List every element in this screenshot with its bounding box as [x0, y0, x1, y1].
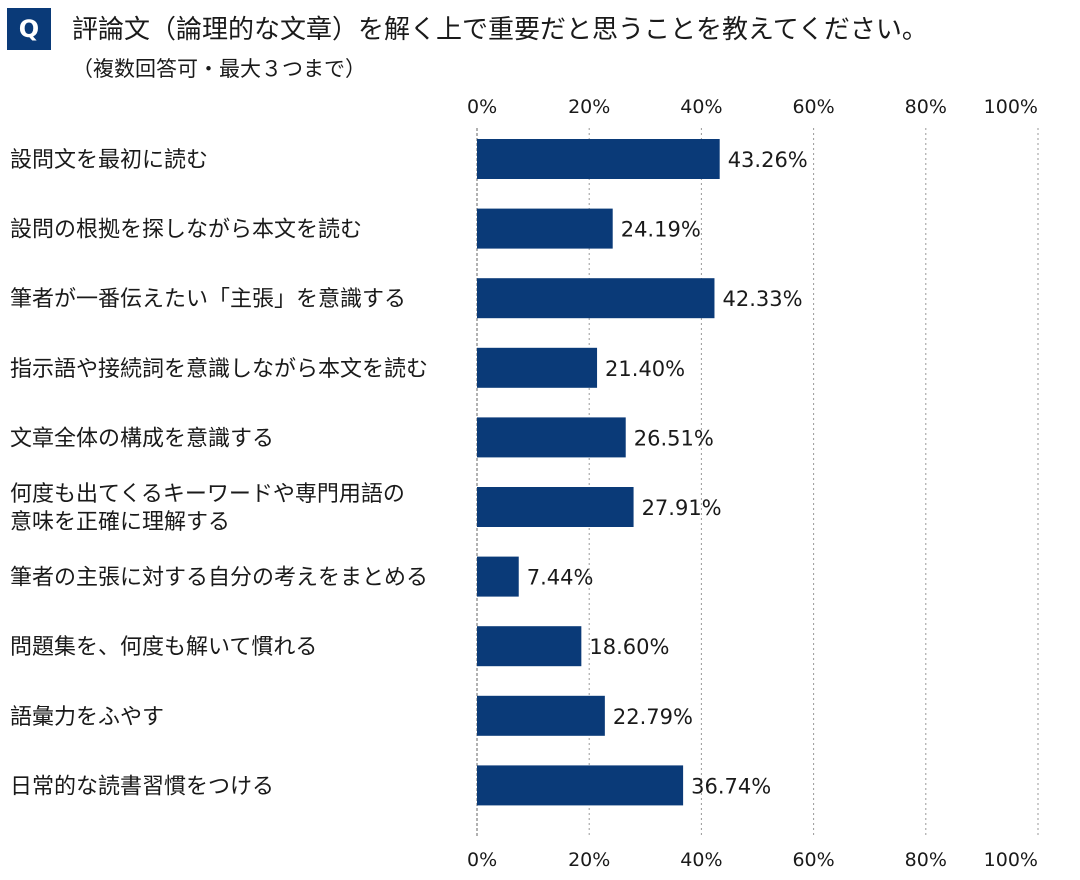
- x-tick-label-bottom: 100%: [984, 849, 1038, 871]
- x-tick-label-top: 80%: [905, 96, 947, 118]
- value-label: 26.51%: [634, 426, 714, 450]
- x-tick-label-bottom: 40%: [680, 849, 722, 871]
- question-subtitle: （複数回答可・最大３つまで）: [72, 57, 366, 81]
- bar: [477, 278, 715, 319]
- bar: [477, 208, 613, 249]
- category-label: 語彙力をふやす: [10, 705, 164, 730]
- category-label: 筆者の主張に対する自分の考えをまとめる: [10, 566, 428, 591]
- value-label: 7.44%: [527, 566, 594, 590]
- bar: [477, 695, 605, 736]
- value-label: 42.33%: [722, 287, 802, 311]
- bar: [477, 765, 684, 806]
- value-label: 36.74%: [691, 774, 771, 798]
- x-tick-label-bottom: 80%: [905, 849, 947, 871]
- x-tick-label-top: 20%: [568, 96, 610, 118]
- bar: [477, 487, 634, 527]
- value-label: 21.40%: [605, 357, 685, 381]
- category-label: 意味を正確に理解する: [10, 510, 230, 535]
- bar: [477, 139, 720, 179]
- x-tick-label-top: 40%: [680, 96, 722, 118]
- x-tick-label-bottom: 0%: [467, 849, 497, 871]
- value-label: 22.79%: [613, 705, 693, 729]
- x-tick-label-bottom: 20%: [568, 849, 610, 871]
- category-label: 何度も出てくるキーワードや専門用語の: [10, 482, 405, 507]
- bar: [477, 347, 598, 388]
- question-title: 評論文（論理的な文章）を解く上で重要だと思うことを教えてください。: [72, 15, 928, 45]
- value-label: 43.26%: [728, 148, 808, 172]
- category-label: 日常的な読書習慣をつける: [10, 774, 274, 799]
- x-tick-label-top: 100%: [984, 96, 1038, 118]
- category-label: 設問の根拠を探しながら本文を読む: [10, 218, 362, 243]
- category-label: 文章全体の構成を意識する: [10, 426, 274, 451]
- category-label: 筆者が一番伝えたい「主張」を意識する: [10, 287, 406, 312]
- category-label: 指示語や接続詞を意識しながら本文を読む: [10, 357, 428, 382]
- value-label: 18.60%: [589, 635, 669, 659]
- bar: [477, 626, 582, 667]
- value-label: 24.19%: [621, 218, 701, 242]
- category-label: 設問文を最初に読む: [10, 148, 208, 173]
- x-tick-label-top: 60%: [792, 96, 834, 118]
- category-label: 問題集を、何度も解いて慣れる: [10, 635, 317, 660]
- value-label: 27.91%: [642, 496, 722, 520]
- bar: [477, 417, 626, 458]
- question-badge: Q: [7, 8, 51, 50]
- x-tick-label-top: 0%: [467, 96, 497, 118]
- bar: [477, 556, 519, 597]
- x-tick-label-bottom: 60%: [792, 849, 834, 871]
